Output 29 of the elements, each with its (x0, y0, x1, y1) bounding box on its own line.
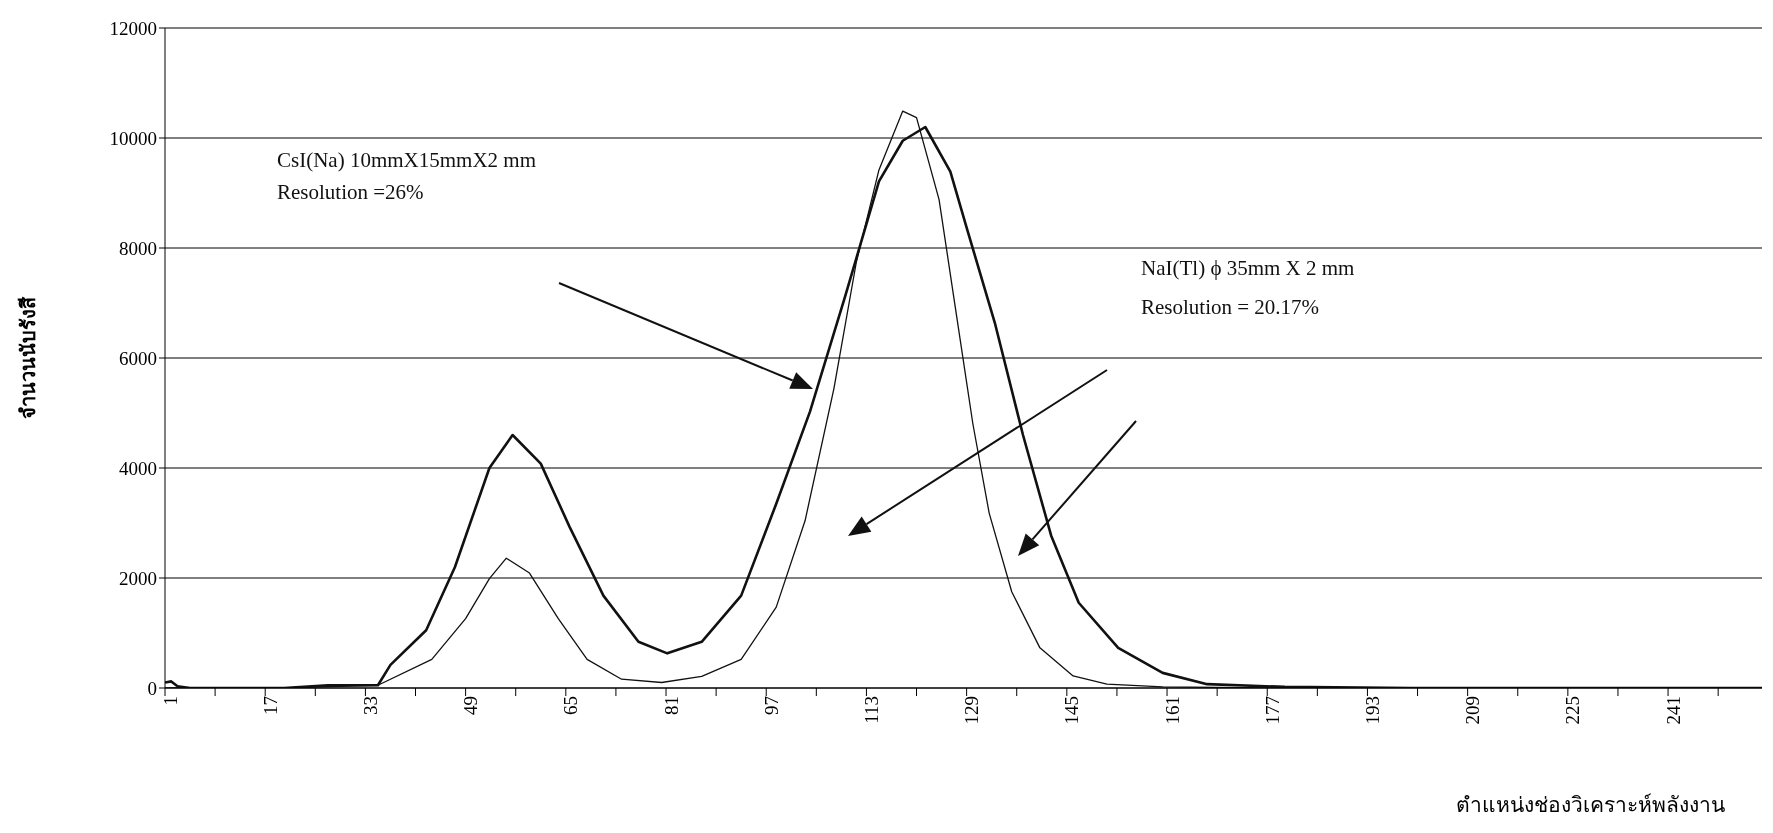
x-tick-label: 225 (1562, 696, 1584, 725)
x-tick-label: 161 (1161, 696, 1183, 725)
x-tick-label: 241 (1662, 696, 1684, 725)
y-tick-label: 6000 (119, 347, 157, 369)
annotation: NaI(Tl) ϕ 35mm X 2 mm (1141, 256, 1355, 281)
x-tick-label: 49 (460, 696, 482, 715)
x-tick-label: 113 (860, 696, 882, 724)
annotation: Resolution = 20.17% (1141, 295, 1320, 320)
annotation: CsI(Na) 10mmX15mmX2 mm (277, 148, 536, 173)
y-tick-label: 10000 (109, 127, 157, 149)
x-tick-label: 97 (760, 696, 782, 715)
x-tick-label: 145 (1061, 696, 1083, 725)
x-tick-label: 129 (961, 696, 983, 725)
y-axis-title: จำนวนนับรังสี (16, 296, 41, 419)
x-tick-label: 81 (660, 696, 682, 715)
x-tick-label: 209 (1462, 696, 1484, 725)
y-tick-label: 2000 (119, 567, 157, 589)
y-tick-label: 4000 (119, 457, 157, 479)
x-tick-label: 193 (1361, 696, 1383, 725)
annotation: Resolution =26% (277, 180, 424, 205)
x-tick-label: 33 (359, 696, 381, 715)
x-tick-label: 177 (1261, 696, 1283, 725)
x-axis-title: ตำแหน่งช่องวิเคราะห์พลังงาน (1456, 792, 1725, 819)
y-tick-label: 12000 (109, 17, 157, 39)
x-tick-label: 17 (259, 696, 281, 715)
y-tick-label: 0 (147, 677, 157, 699)
x-tick-label: 65 (560, 696, 582, 715)
x-tick-label: 1 (159, 696, 181, 706)
y-tick-label: 8000 (119, 237, 157, 259)
